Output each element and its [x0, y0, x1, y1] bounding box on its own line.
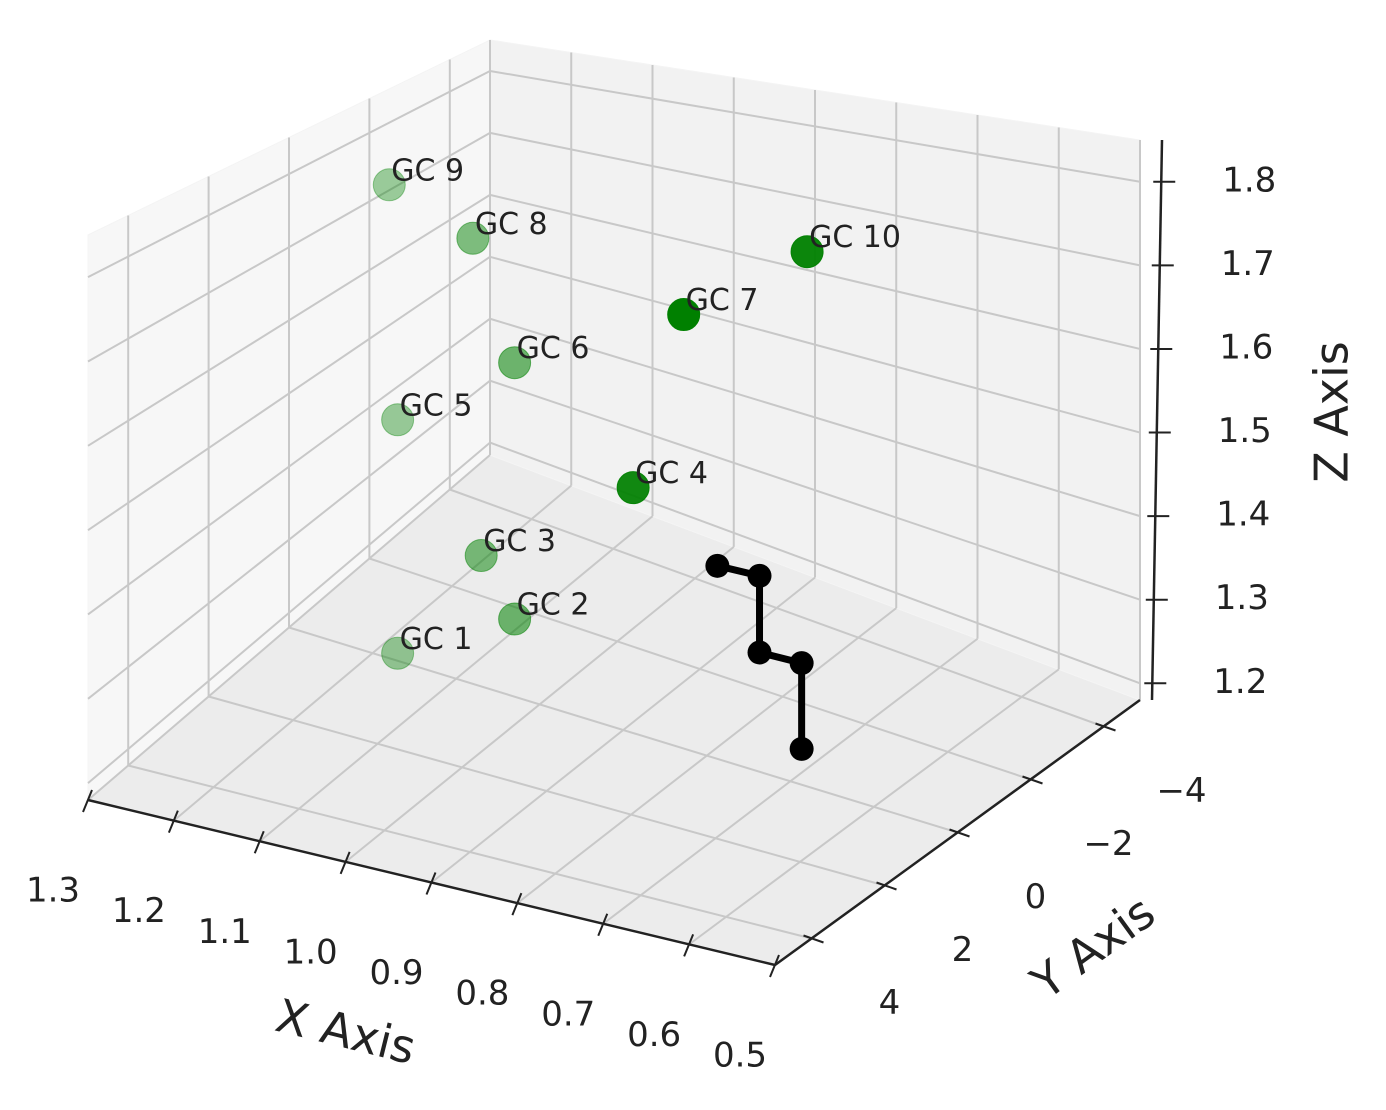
x-tick-label: 0.7	[541, 994, 595, 1034]
z-tick-label: 1.5	[1218, 411, 1272, 451]
point-label: GC 3	[483, 524, 556, 559]
y-tick	[1022, 775, 1043, 785]
y-tick	[876, 881, 897, 891]
grid-line	[489, 131, 1141, 267]
line-marker	[747, 563, 772, 588]
x-tick-label: 0.8	[455, 974, 509, 1014]
point-label: GC 10	[809, 220, 901, 255]
grid-line	[489, 193, 1141, 350]
line-marker	[789, 651, 814, 676]
line-marker	[747, 640, 772, 665]
x-tick-label: 0.9	[369, 953, 423, 993]
point-label: GC 9	[391, 153, 464, 188]
z-axis-line	[1150, 139, 1164, 701]
point-label: GC 4	[635, 456, 708, 491]
point	[616, 471, 650, 505]
marks: GC 1 GC 2 GC 3 GC 4 GC 5 GC 6 GC 7 GC 8 GC 9 GC 1…	[372, 153, 901, 761]
grid-line	[87, 70, 491, 279]
grid-line	[208, 695, 885, 887]
grid-line	[288, 626, 958, 834]
grid-line	[87, 379, 491, 700]
grid-line	[87, 194, 491, 447]
grid-line	[369, 557, 1031, 781]
z-tick-label: 1.2	[1213, 662, 1267, 702]
point-label: GC 6	[517, 331, 590, 366]
point	[498, 602, 532, 636]
grid-line	[489, 69, 1141, 183]
y-tick	[803, 934, 824, 944]
x-tick-label: 0.6	[627, 1015, 681, 1055]
z-tick-label: 1.3	[1215, 578, 1269, 618]
y-tick	[1095, 722, 1116, 732]
grid-line	[127, 764, 812, 940]
line-marker	[705, 553, 730, 578]
z-tick-label: 1.6	[1219, 327, 1273, 367]
grid-line	[489, 317, 1141, 518]
point-label: GC 2	[517, 588, 590, 623]
y-tick-label: −2	[1083, 824, 1133, 864]
point	[456, 221, 490, 255]
grid-line	[489, 379, 1141, 601]
z-axis-label: Z Axis	[1305, 341, 1359, 483]
grid-line	[87, 132, 491, 363]
grid-line	[449, 488, 1104, 728]
x-tick	[82, 789, 93, 813]
grid-line	[87, 255, 491, 531]
x-axis-line	[87, 798, 776, 967]
point	[381, 636, 415, 670]
x-tick-label: 1.0	[284, 932, 338, 972]
grid-line	[87, 441, 491, 784]
z-tick-label: 1.4	[1216, 495, 1270, 535]
y-tick-label: 4	[879, 983, 901, 1023]
point	[381, 403, 415, 437]
point	[372, 168, 406, 202]
line-marker	[789, 736, 814, 761]
grid-line	[87, 317, 491, 616]
x-tick-label: 1.1	[198, 912, 252, 952]
point	[790, 235, 824, 269]
point	[464, 539, 498, 573]
y-tick-label: 0	[1025, 877, 1047, 917]
point	[498, 346, 532, 380]
grid	[87, 40, 1141, 966]
axes: 1.3 1.2 1.1 1.0 0.9 0.8 0.7 0.6 0.5 −4 −2 0 2 4 1.2 1.3…	[26, 139, 1276, 1076]
point-label: GC 1	[400, 622, 473, 657]
y-tick-label: 2	[952, 930, 974, 970]
x-tick-label: 1.2	[112, 891, 166, 931]
point	[667, 298, 701, 332]
x-tick-label: 1.3	[26, 871, 80, 911]
point-label: GC 7	[686, 283, 759, 318]
y-axis-line	[774, 698, 1141, 967]
y-tick	[949, 828, 970, 838]
grid-line	[489, 441, 1141, 685]
grid-line	[489, 255, 1141, 434]
z-tick-label: 1.8	[1222, 160, 1276, 200]
x-tick-label: 0.5	[713, 1036, 767, 1076]
y-tick-label: −4	[1156, 771, 1206, 811]
point-label: GC 8	[475, 207, 548, 242]
z-tick-label: 1.7	[1221, 244, 1275, 284]
point-label: GC 5	[400, 388, 473, 423]
